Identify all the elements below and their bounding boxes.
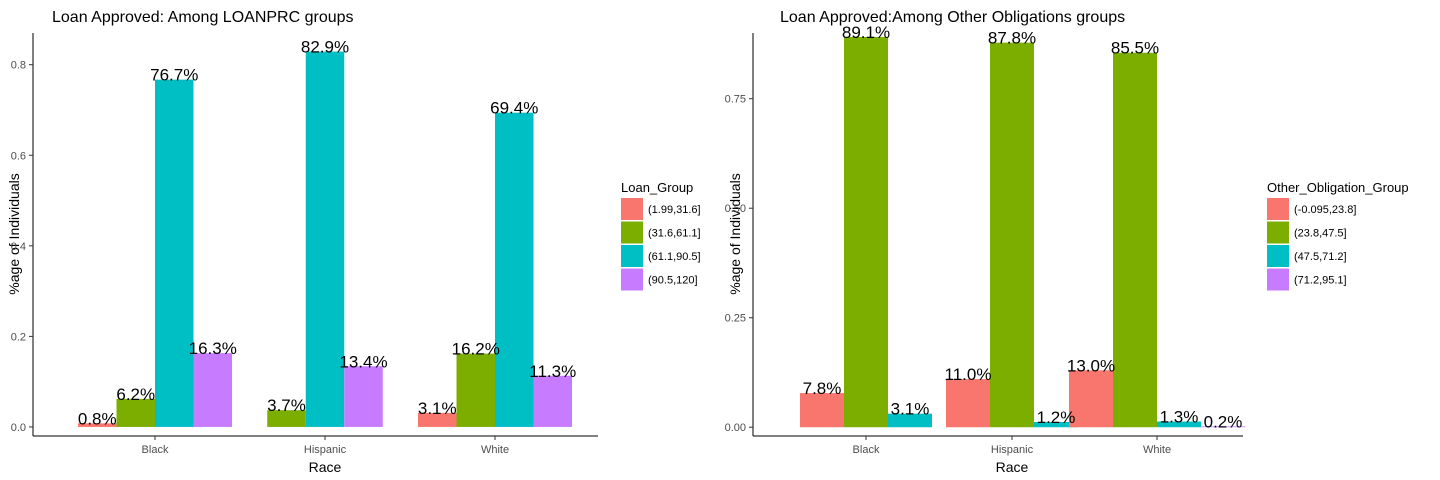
- data-label-hispanic-1: 11.0%: [945, 365, 992, 384]
- data-label-black-1: 0.8%: [78, 409, 117, 428]
- y-tick-label: 0.75: [725, 94, 746, 106]
- bar-black-3: [888, 413, 932, 428]
- panel-other-obligations: Loan Approved:Among Other Obligations gr…: [725, 9, 1409, 475]
- bar-white-3: [495, 112, 534, 427]
- y-tick-label: 0.0: [11, 422, 26, 434]
- legend-swatch-1: [1267, 198, 1289, 220]
- x-tick-label-hispanic: Hispanic: [991, 444, 1034, 456]
- data-label-white-1: 13.0%: [1067, 356, 1115, 375]
- y-tick-label: 0.50: [725, 203, 746, 215]
- bar-white-4: [533, 375, 572, 427]
- y-tick-label: 0.6: [11, 150, 26, 162]
- legend-label-4: (71.2,95.1]: [1294, 275, 1347, 287]
- bars: [800, 36, 1245, 428]
- data-label-black-3: 76.7%: [150, 66, 198, 85]
- legend-label-2: (23.8,47.5]: [1294, 228, 1347, 240]
- legend-title: Other_Obligation_Group: [1267, 180, 1409, 195]
- data-label-white-2: 85.5%: [1111, 39, 1159, 58]
- bar-hispanic-1: [946, 379, 990, 428]
- bar-hispanic-2: [990, 42, 1034, 428]
- data-labels: 7.8% 89.1% 3.1% 11.0% 87.8% 1.2% 13.0% 85.5% 1.3…: [803, 23, 1243, 431]
- bar-white-1: [418, 412, 457, 427]
- data-labels: 0.8% 6.2% 76.7% 16.3% 3.7% 82.9% 13.4% 3.1% 16.2…: [78, 38, 576, 429]
- data-label-white-4: 0.2%: [1204, 412, 1243, 431]
- legend: Loan_Group (1.99,31.6] (31.6,61.1] (61.1,9…: [621, 180, 701, 291]
- data-label-hispanic-2: 3.7%: [267, 396, 306, 415]
- legend-swatch-3: [621, 245, 643, 267]
- bar-hispanic-3: [1034, 421, 1078, 428]
- bars: [78, 51, 572, 427]
- legend-swatch-1: [621, 198, 643, 220]
- data-label-white-3: 69.4%: [490, 99, 538, 118]
- data-label-black-2: 6.2%: [116, 385, 155, 404]
- y-tick-label: 0.25: [725, 313, 746, 325]
- bar-hispanic-3: [305, 51, 345, 427]
- data-label-white-2: 16.2%: [452, 340, 500, 359]
- y-tick-label: 0.00: [725, 422, 746, 434]
- y-tick-label: 0.4: [11, 241, 26, 253]
- data-label-hispanic-2: 87.8%: [988, 29, 1036, 48]
- legend-label-3: (61.1,90.5]: [648, 251, 701, 263]
- bar-black-2: [116, 398, 155, 427]
- bar-hispanic-4: [344, 366, 383, 427]
- legend-title: Loan_Group: [621, 180, 693, 195]
- y-tick-label: 0.8: [11, 60, 26, 72]
- legend-label-4: (90.5,120]: [648, 275, 698, 287]
- chart-title: Loan Approved:Among Other Obligations gr…: [780, 9, 1125, 26]
- bar-hispanic-2: [267, 410, 306, 427]
- legend: Other_Obligation_Group (-0.095,23.8] (23.…: [1267, 180, 1409, 291]
- bar-white-3: [1157, 421, 1201, 428]
- legend-swatch-2: [621, 221, 643, 244]
- bar-black-1: [78, 423, 117, 427]
- axes: 0.0 0.2 0.4 0.6 0.8 Black Hispanic White: [11, 33, 598, 456]
- data-label-white-4: 11.3%: [529, 362, 576, 381]
- data-label-black-1: 7.8%: [803, 379, 842, 398]
- y-axis-title: %age of Individuals: [6, 173, 22, 294]
- data-label-hispanic-3: 1.2%: [1037, 408, 1076, 427]
- data-label-hispanic-4: 13.4%: [339, 352, 387, 371]
- legend-label-1: (1.99,31.6]: [648, 204, 701, 216]
- legend-swatch-4: [1267, 268, 1289, 291]
- data-label-black-2: 89.1%: [842, 23, 890, 42]
- bar-white-4: [1201, 426, 1245, 428]
- bar-black-2: [844, 36, 888, 428]
- data-label-black-4: 16.3%: [189, 339, 237, 358]
- x-tick-label-black: Black: [142, 444, 169, 456]
- y-tick-label: 0.2: [11, 331, 26, 343]
- x-tick-label-white: White: [481, 444, 509, 456]
- legend-swatch-4: [621, 268, 643, 291]
- legend-label-3: (47.5,71.2]: [1294, 251, 1347, 263]
- x-tick-label-white: White: [1143, 444, 1171, 456]
- bar-black-3: [155, 79, 194, 427]
- data-label-white-3: 1.3%: [1160, 408, 1199, 427]
- data-label-white-1: 3.1%: [418, 399, 457, 418]
- bar-white-2: [456, 353, 495, 427]
- legend-label-1: (-0.095,23.8]: [1294, 204, 1356, 216]
- x-axis-title: Race: [309, 459, 342, 475]
- bar-black-4: [193, 353, 232, 427]
- data-label-black-3: 3.1%: [891, 400, 930, 419]
- bar-white-2: [1113, 52, 1157, 428]
- legend-label-2: (31.6,61.1]: [648, 228, 701, 240]
- axes: 0.00 0.25 0.50 0.75 Black Hispanic White: [725, 33, 1243, 456]
- x-tick-label-black: Black: [853, 444, 880, 456]
- legend-swatch-2: [1267, 221, 1289, 244]
- x-axis-title: Race: [996, 459, 1029, 475]
- x-tick-label-hispanic: Hispanic: [304, 444, 347, 456]
- chart-title: Loan Approved: Among LOANPRC groups: [52, 9, 354, 26]
- bar-black-1: [800, 393, 844, 428]
- data-label-hispanic-3: 82.9%: [301, 38, 349, 57]
- legend-swatch-3: [1267, 245, 1289, 267]
- y-axis-title: %age of Individuals: [727, 173, 743, 294]
- panel-loanprc: Loan Approved: Among LOANPRC groups Race…: [6, 9, 701, 475]
- bar-white-1: [1069, 370, 1113, 428]
